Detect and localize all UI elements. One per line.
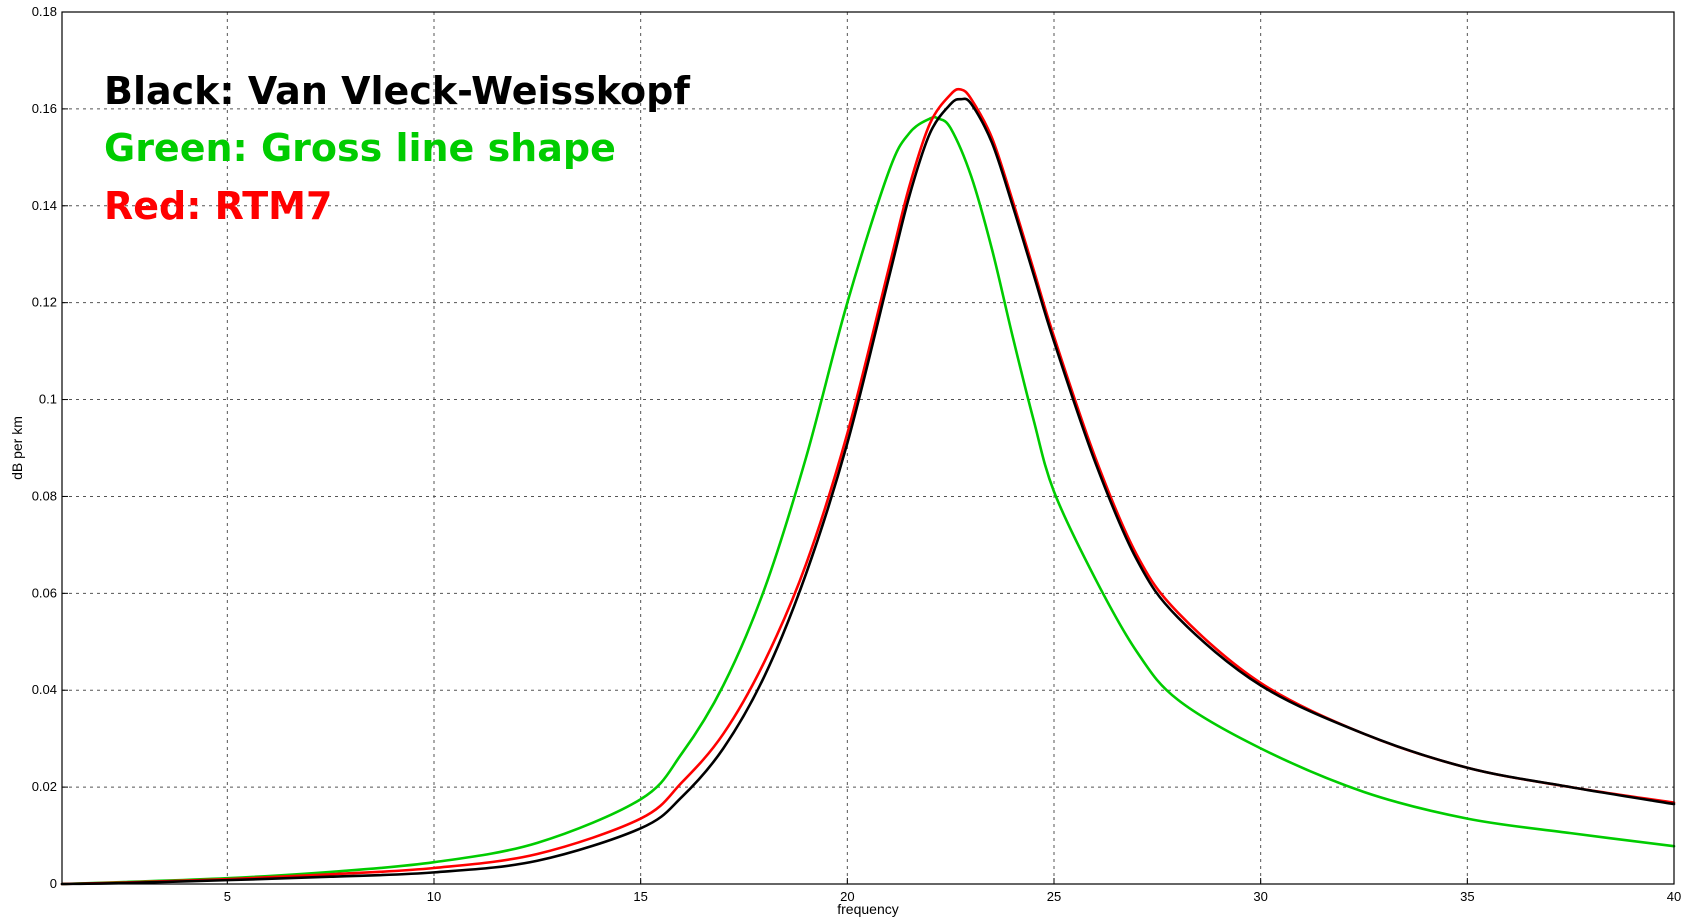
annotation-legend: Black: Van Vleck-Weisskopf Green: Gross … — [104, 69, 690, 228]
x-tick-label: 5 — [224, 889, 231, 904]
x-axis-label: frequency — [837, 901, 898, 917]
y-tick-label: 0.08 — [32, 488, 57, 503]
y-tick-label: 0.06 — [32, 585, 57, 600]
y-tick-label: 0.04 — [32, 682, 57, 697]
series-line-black — [60, 97, 1676, 886]
y-tick-label: 0.18 — [32, 4, 57, 19]
y-tick-label: 0.02 — [32, 779, 57, 794]
y-tick-label: 0.16 — [32, 101, 57, 116]
y-tick-label: 0.14 — [32, 198, 57, 213]
y-tick-label: 0.12 — [32, 295, 57, 310]
series-line-green — [60, 115, 1676, 886]
x-tick-label: 40 — [1667, 889, 1681, 904]
annotation-red: Red: RTM7 — [104, 184, 332, 228]
x-tick-label: 10 — [427, 889, 441, 904]
y-tick-label: 0 — [50, 876, 57, 891]
annotation-black: Black: Van Vleck-Weisskopf — [104, 69, 690, 113]
x-tick-label: 20 — [840, 889, 854, 904]
x-tick-label: 15 — [633, 889, 647, 904]
plot-background — [62, 12, 1674, 884]
annotation-green: Green: Gross line shape — [104, 126, 616, 170]
x-tick-label: 35 — [1460, 889, 1474, 904]
series-line-red — [60, 87, 1676, 886]
series-group — [60, 87, 1676, 886]
y-axis-label: dB per km — [9, 416, 25, 480]
plot-frame — [61, 11, 1675, 885]
x-tick-label: 30 — [1253, 889, 1267, 904]
y-tick-label: 0.1 — [39, 392, 57, 407]
grid — [62, 11, 1675, 885]
tick-labels: 5 10 15 20 25 30 35 40 0 0.02 0.04 0.06 0.08 0.1 0.12 0… — [32, 4, 1682, 904]
x-tick-label: 25 — [1047, 889, 1061, 904]
